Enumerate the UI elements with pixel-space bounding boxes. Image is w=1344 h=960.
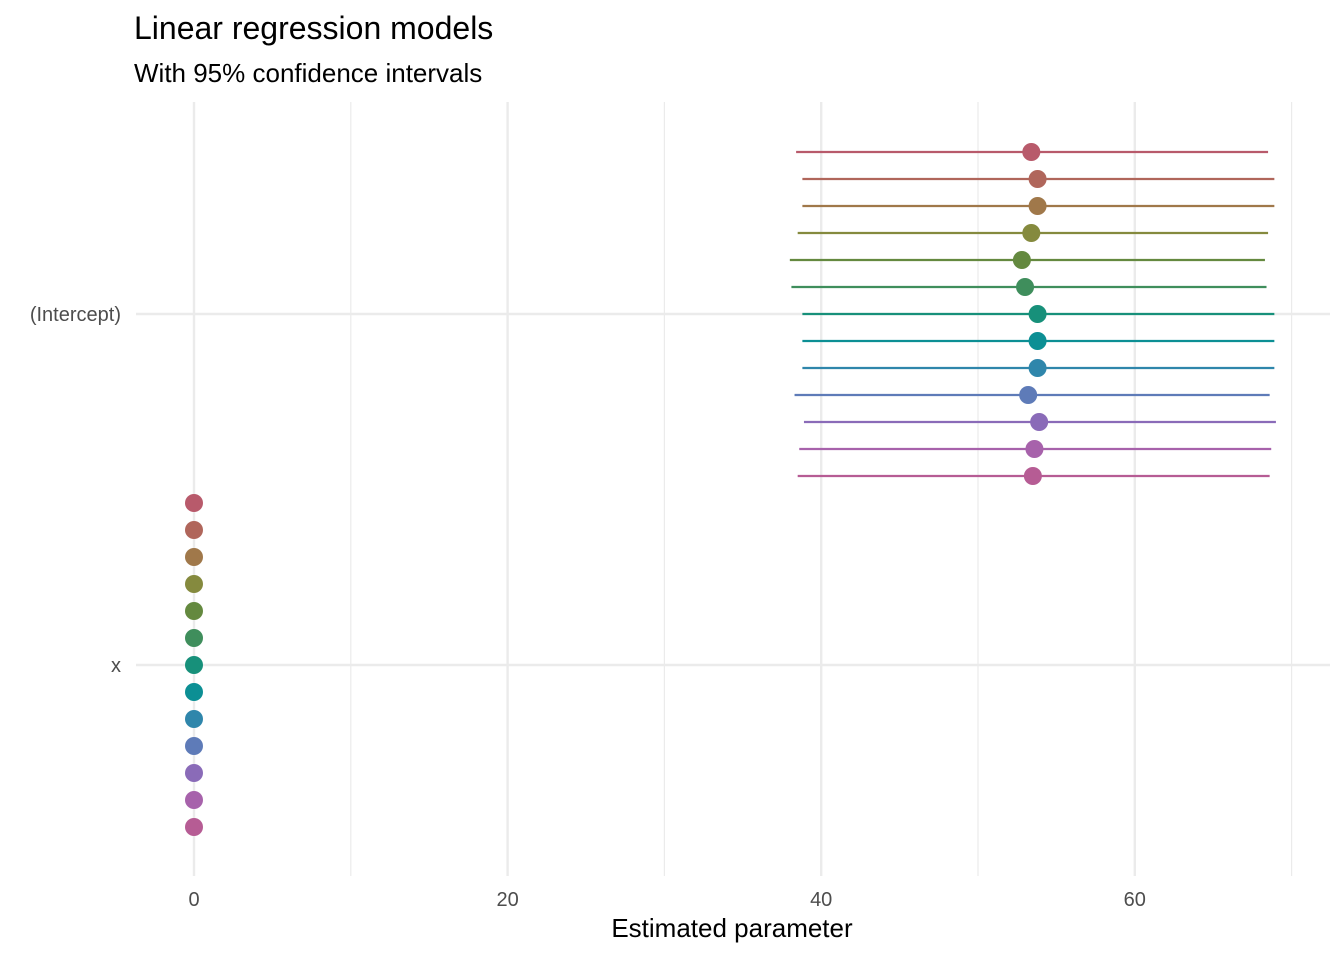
estimate-point xyxy=(1022,224,1041,242)
x-tick-label: 60 xyxy=(1124,889,1146,911)
chart-title: Linear regression models xyxy=(134,10,494,46)
estimate-point xyxy=(185,602,203,620)
series-layer xyxy=(185,143,1276,836)
series-10 xyxy=(185,386,1270,755)
estimate-point xyxy=(185,494,203,512)
series-4 xyxy=(185,224,1269,593)
estimate-point xyxy=(1019,386,1038,404)
estimate-point xyxy=(1022,143,1041,161)
series-9 xyxy=(185,359,1275,728)
x-tick-label: 20 xyxy=(496,889,518,911)
y-tick-labels: (Intercept) x xyxy=(30,304,121,677)
estimate-point xyxy=(1028,305,1047,323)
series-5 xyxy=(185,251,1265,620)
series-2 xyxy=(185,170,1275,539)
estimate-point xyxy=(1023,467,1042,485)
series-6 xyxy=(185,278,1267,647)
chart-subtitle: With 95% confidence intervals xyxy=(134,58,483,88)
x-tick-labels: 0 20 40 60 xyxy=(188,889,1145,911)
estimate-point xyxy=(1028,170,1047,188)
estimate-point xyxy=(185,818,203,836)
x-tick-label: 40 xyxy=(810,889,832,911)
series-3 xyxy=(185,197,1275,566)
estimate-point xyxy=(1028,197,1047,215)
estimate-point xyxy=(185,737,203,755)
x-tick-label: 0 xyxy=(188,889,199,911)
estimate-point xyxy=(185,683,203,701)
estimate-point xyxy=(185,575,203,593)
estimate-point xyxy=(185,764,203,782)
y-tick-label: (Intercept) xyxy=(30,304,121,326)
estimate-point xyxy=(185,548,203,566)
estimate-point xyxy=(1028,359,1047,377)
estimate-point xyxy=(1016,278,1035,296)
estimate-point xyxy=(1025,440,1044,458)
series-8 xyxy=(185,332,1275,701)
series-1 xyxy=(185,143,1269,512)
estimate-point xyxy=(185,629,203,647)
y-tick-label: x xyxy=(111,655,121,677)
estimate-point xyxy=(185,521,203,539)
series-11 xyxy=(185,413,1276,782)
estimate-point xyxy=(1028,332,1047,350)
series-12 xyxy=(185,440,1272,809)
estimate-point xyxy=(1012,251,1031,269)
series-13 xyxy=(185,467,1270,836)
minor-gridlines xyxy=(350,102,1293,876)
x-axis-label: Estimated parameter xyxy=(611,913,853,943)
estimate-point xyxy=(185,656,203,674)
series-7 xyxy=(185,305,1275,674)
estimate-point xyxy=(1030,413,1049,431)
estimate-point xyxy=(185,791,203,809)
major-gridlines xyxy=(136,102,1330,876)
estimate-point xyxy=(185,710,203,728)
